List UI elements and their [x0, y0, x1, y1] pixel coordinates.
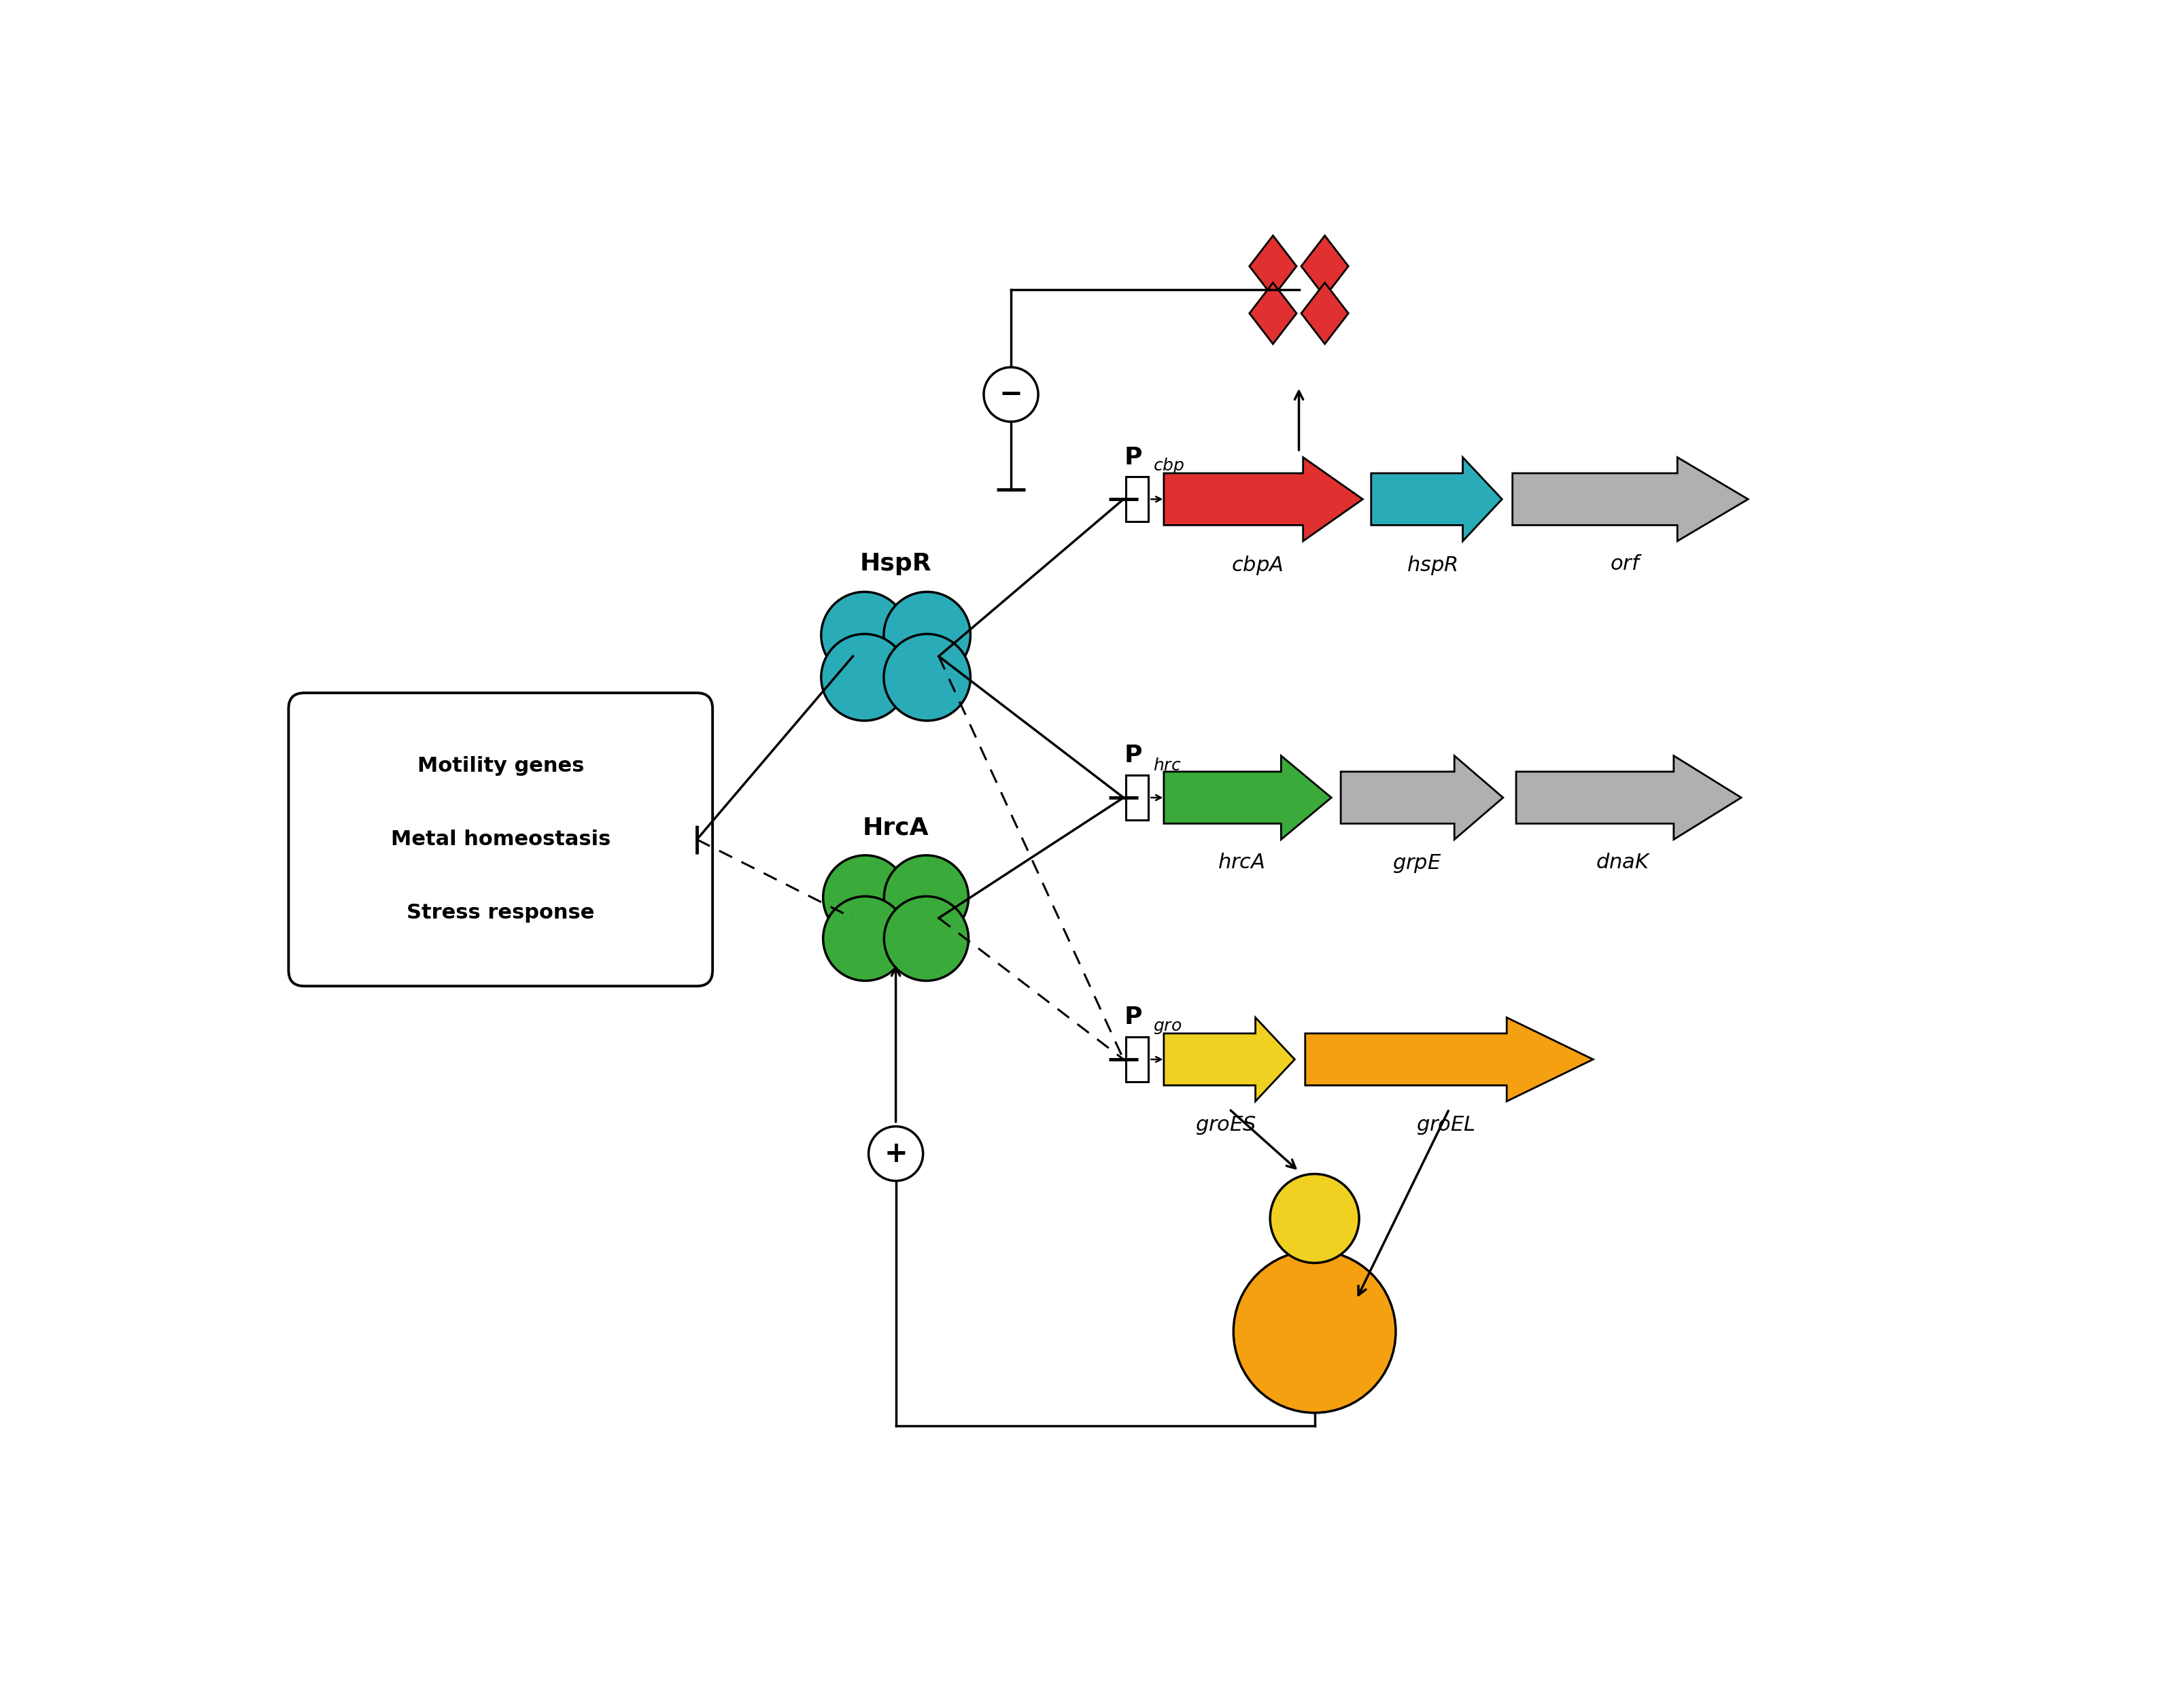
Text: Metal homeostasis: Metal homeostasis — [390, 830, 611, 849]
Polygon shape — [1341, 755, 1503, 840]
Text: $\mathbf{P}$: $\mathbf{P}$ — [1123, 446, 1143, 468]
Circle shape — [822, 897, 907, 980]
Text: $\mathit{groES}$: $\mathit{groES}$ — [1195, 1114, 1256, 1136]
Text: $\mathit{gro}$: $\mathit{gro}$ — [1154, 1020, 1182, 1035]
Text: +: + — [883, 1139, 907, 1168]
Text: Motility genes: Motility genes — [417, 757, 585, 775]
Text: Stress response: Stress response — [406, 904, 595, 922]
Text: HspR: HspR — [859, 552, 931, 576]
Text: −: − — [999, 381, 1023, 408]
Text: HrcA: HrcA — [864, 816, 929, 840]
Text: $\mathit{cbp}$: $\mathit{cbp}$ — [1154, 456, 1184, 475]
Bar — [1125, 1037, 1147, 1081]
Polygon shape — [1165, 755, 1330, 840]
Circle shape — [822, 593, 907, 678]
Text: $\mathit{hrc}$: $\mathit{hrc}$ — [1154, 757, 1182, 774]
Circle shape — [868, 1126, 923, 1180]
Text: $\mathit{hrcA}$: $\mathit{hrcA}$ — [1217, 852, 1265, 873]
Bar — [1125, 477, 1147, 521]
Text: $\mathit{hspR}$: $\mathit{hspR}$ — [1407, 553, 1457, 577]
Circle shape — [1269, 1173, 1359, 1262]
Circle shape — [883, 593, 971, 678]
Polygon shape — [1302, 284, 1348, 343]
Polygon shape — [1511, 458, 1747, 541]
Circle shape — [1234, 1250, 1396, 1413]
Text: $\mathbf{P}$: $\mathbf{P}$ — [1123, 1006, 1143, 1028]
Polygon shape — [1516, 755, 1740, 840]
Polygon shape — [1372, 458, 1503, 541]
Text: $\mathit{orf}$: $\mathit{orf}$ — [1610, 553, 1642, 574]
Polygon shape — [1250, 236, 1296, 297]
Circle shape — [984, 367, 1038, 422]
Circle shape — [883, 897, 968, 980]
Text: $\mathit{cbpA}$: $\mathit{cbpA}$ — [1230, 553, 1282, 577]
Circle shape — [883, 856, 968, 939]
Circle shape — [822, 634, 907, 721]
Bar — [1125, 775, 1147, 820]
Polygon shape — [1165, 458, 1363, 541]
Polygon shape — [1304, 1018, 1592, 1102]
Circle shape — [883, 634, 971, 721]
Text: $\mathbf{P}$: $\mathbf{P}$ — [1123, 745, 1143, 767]
Polygon shape — [1165, 1018, 1296, 1102]
FancyBboxPatch shape — [288, 693, 713, 986]
Text: $\mathit{groEL}$: $\mathit{groEL}$ — [1415, 1114, 1474, 1136]
Circle shape — [822, 856, 907, 939]
Polygon shape — [1302, 236, 1348, 297]
Text: $\mathit{grpE}$: $\mathit{grpE}$ — [1391, 852, 1442, 874]
Polygon shape — [1250, 284, 1296, 343]
Text: $\mathit{dnaK}$: $\mathit{dnaK}$ — [1596, 852, 1651, 873]
